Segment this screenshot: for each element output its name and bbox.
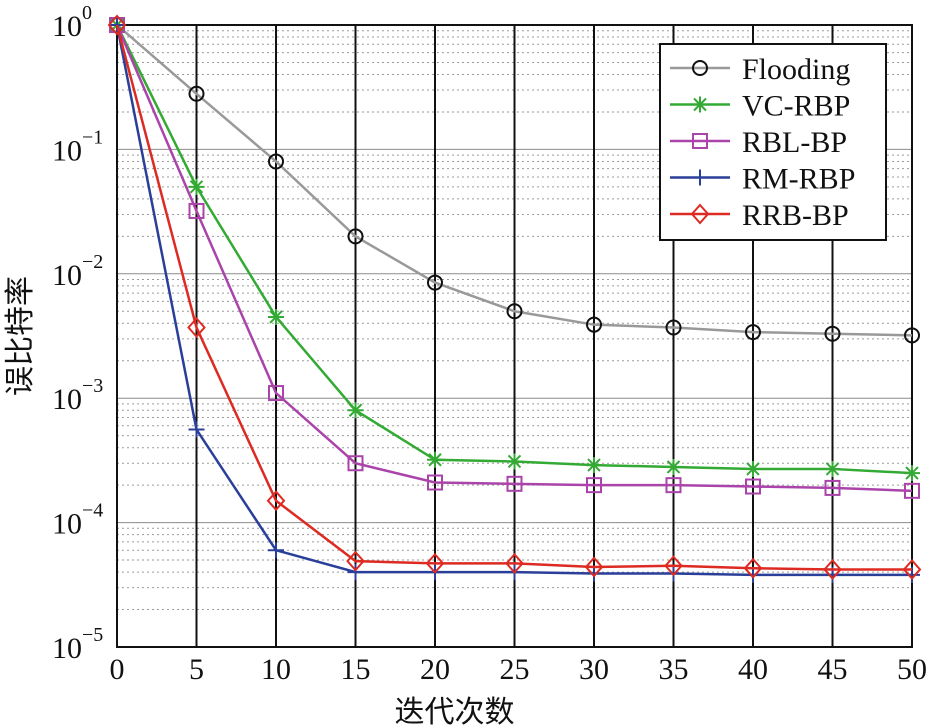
x-tick-label: 35 [659, 653, 689, 686]
x-tick-label: 30 [579, 653, 609, 686]
x-tick-label: 5 [189, 653, 204, 686]
x-tick-label: 50 [897, 653, 927, 686]
data-point-vc-rbp [745, 460, 761, 477]
x-tick-label: 45 [818, 653, 848, 686]
x-tick-label: 15 [341, 653, 371, 686]
data-point-rrb-bp [902, 558, 922, 580]
data-point-flooding [586, 316, 602, 333]
axes-box [116, 24, 913, 648]
legend-label-rbl-bp: RBL-BP [742, 126, 847, 159]
data-point-vc-rbp [824, 460, 841, 477]
y-axis-title: 误比特率 [3, 276, 38, 396]
data-point-flooding [506, 303, 523, 320]
x-tick-label: 10 [261, 653, 291, 686]
legend-label-rrb-bp: RRB-BP [742, 199, 849, 232]
y-tick-base: 10 [52, 134, 82, 167]
legend-marker-rm-rbp [692, 169, 708, 186]
data-point-rbl-bp [506, 475, 523, 492]
y-tick-label: 10 −3 [52, 375, 103, 416]
y-tick-exponent: −2 [82, 251, 103, 273]
x-tick-label: 40 [738, 653, 768, 686]
y-tick-base: 10 [52, 632, 82, 665]
x-tick-label: 20 [420, 653, 450, 686]
y-tick-base: 10 [52, 10, 82, 43]
data-point-rm-rbp [268, 542, 284, 559]
data-point-rbl-bp [188, 202, 205, 219]
y-tick-base: 10 [52, 383, 82, 416]
data-point-vc-rbp [268, 308, 284, 325]
series-line-rrb-bp [115, 24, 912, 571]
x-tick-label: 0 [110, 653, 125, 686]
data-point-flooding [427, 274, 443, 291]
data-point-flooding [904, 327, 920, 344]
data-point-rm-rbp [188, 421, 205, 438]
legend-marker-rbl-bp [692, 133, 708, 149]
y-tick-label: 10 −2 [52, 251, 103, 292]
data-point-rrb-bp [505, 552, 524, 574]
data-point-rrb-bp [823, 558, 842, 580]
data-point-rbl-bp [427, 474, 443, 491]
data-point-vc-rbp [904, 465, 920, 482]
series-line-flooding [116, 24, 913, 337]
data-point-vc-rbp [427, 451, 443, 468]
data-point-rbl-bp [745, 478, 761, 495]
data-point-rrb-bp [266, 490, 286, 512]
data-point-vc-rbp [506, 453, 523, 470]
y-tick-label: 10 0 [52, 2, 92, 43]
data-point-rrb-bp [664, 555, 683, 577]
data-point-rbl-bp [347, 455, 364, 472]
data-point-flooding [347, 228, 364, 245]
data-point-rbl-bp [586, 477, 602, 494]
data-point-rbl-bp [904, 482, 920, 499]
data-point-flooding [745, 324, 761, 341]
data-point-flooding [665, 319, 682, 336]
data-point-rm-rbp [745, 566, 761, 583]
data-point-rrb-bp [425, 552, 445, 574]
series-line-rbl-bp [115, 24, 913, 493]
y-tick-label: 10 −5 [52, 624, 103, 665]
y-tick-exponent: −4 [82, 500, 103, 522]
legend-marker-vc-rbp [692, 96, 708, 113]
data-point-flooding [188, 85, 205, 102]
legend-label-vc-rbp: VC-RBP [742, 90, 850, 123]
data-point-flooding [268, 153, 284, 170]
data-point-vc-rbp [188, 178, 205, 195]
data-point-rrb-bp [107, 14, 127, 36]
y-tick-label: 10 −4 [52, 500, 103, 541]
data-point-rbl-bp [824, 479, 841, 496]
data-point-rrb-bp [743, 557, 763, 579]
legend-marker-rrb-bp [690, 203, 710, 225]
y-tick-base: 10 [52, 259, 82, 292]
data-point-vc-rbp [665, 458, 682, 475]
data-point-vc-rbp [586, 457, 602, 474]
data-point-rbl-bp [665, 477, 682, 494]
data-point-rm-rbp [347, 564, 364, 581]
y-tick-exponent: 0 [82, 2, 92, 24]
y-tick-base: 10 [52, 508, 82, 541]
legend-marker-flooding [692, 60, 708, 76]
y-tick-label: 10 −1 [52, 126, 103, 167]
y-tick-exponent: −3 [82, 375, 103, 397]
data-point-flooding [824, 325, 841, 342]
data-point-vc-rbp [347, 402, 364, 419]
x-axis-title: 迭代次数 [395, 695, 515, 727]
data-point-rrb-bp [584, 556, 604, 578]
data-point-rrb-bp [346, 550, 365, 572]
legend-label-rm-rbp: RM-RBP [742, 163, 855, 196]
y-tick-exponent: −5 [82, 624, 103, 646]
legend-label-flooding: Flooding [742, 53, 850, 86]
data-point-rbl-bp [268, 385, 284, 402]
y-tick-exponent: −1 [82, 126, 103, 148]
data-point-rrb-bp [187, 317, 206, 339]
x-tick-label: 25 [500, 653, 530, 686]
